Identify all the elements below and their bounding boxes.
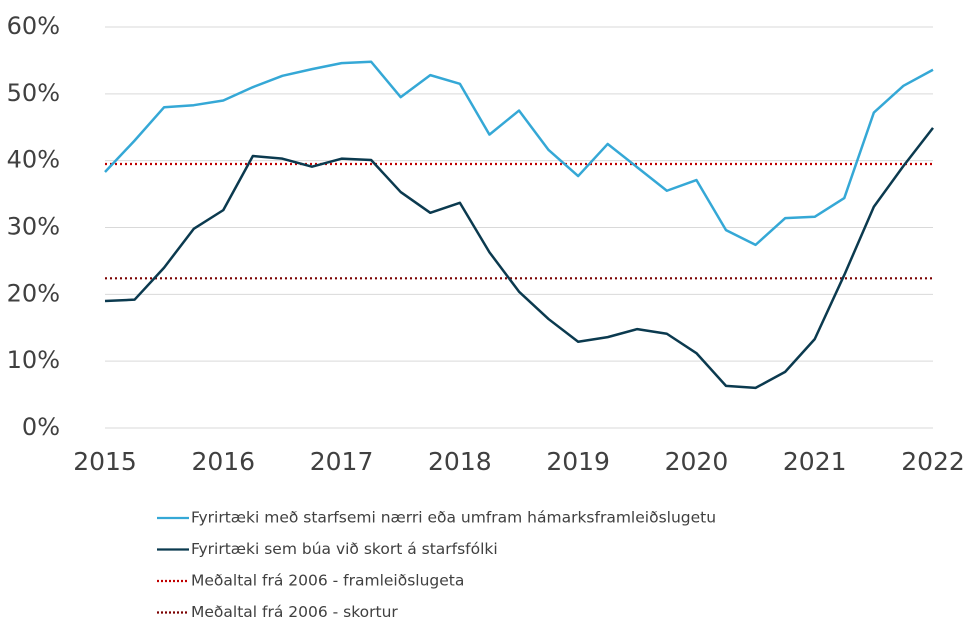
legend-label: Meðaltal frá 2006 - framleiðslugeta (191, 572, 464, 590)
x-tick-label: 2017 (310, 447, 374, 476)
y-tick-label: 30% (7, 213, 60, 241)
y-tick-label: 60% (7, 12, 60, 40)
x-tick-label: 2015 (73, 447, 137, 476)
legend-label: Meðaltal frá 2006 - skortur (191, 603, 398, 621)
y-tick-label: 40% (7, 146, 60, 174)
x-tick-label: 2020 (665, 447, 729, 476)
y-tick-label: 0% (22, 413, 60, 441)
legend-label: Fyrirtæki með starfsemi nærri eða umfram… (191, 509, 716, 527)
x-tick-label: 2021 (783, 447, 847, 476)
x-tick-label: 2016 (191, 447, 255, 476)
x-tick-label: 2018 (428, 447, 492, 476)
x-tick-label: 2022 (901, 447, 965, 476)
y-tick-label: 10% (7, 346, 60, 374)
legend-label: Fyrirtæki sem búa við skort á starfsfólk… (191, 540, 498, 558)
y-tick-label: 50% (7, 79, 60, 107)
y-tick-label: 20% (7, 279, 60, 307)
series-line (104, 60, 934, 247)
series-line (104, 127, 934, 390)
x-tick-label: 2019 (546, 447, 610, 476)
